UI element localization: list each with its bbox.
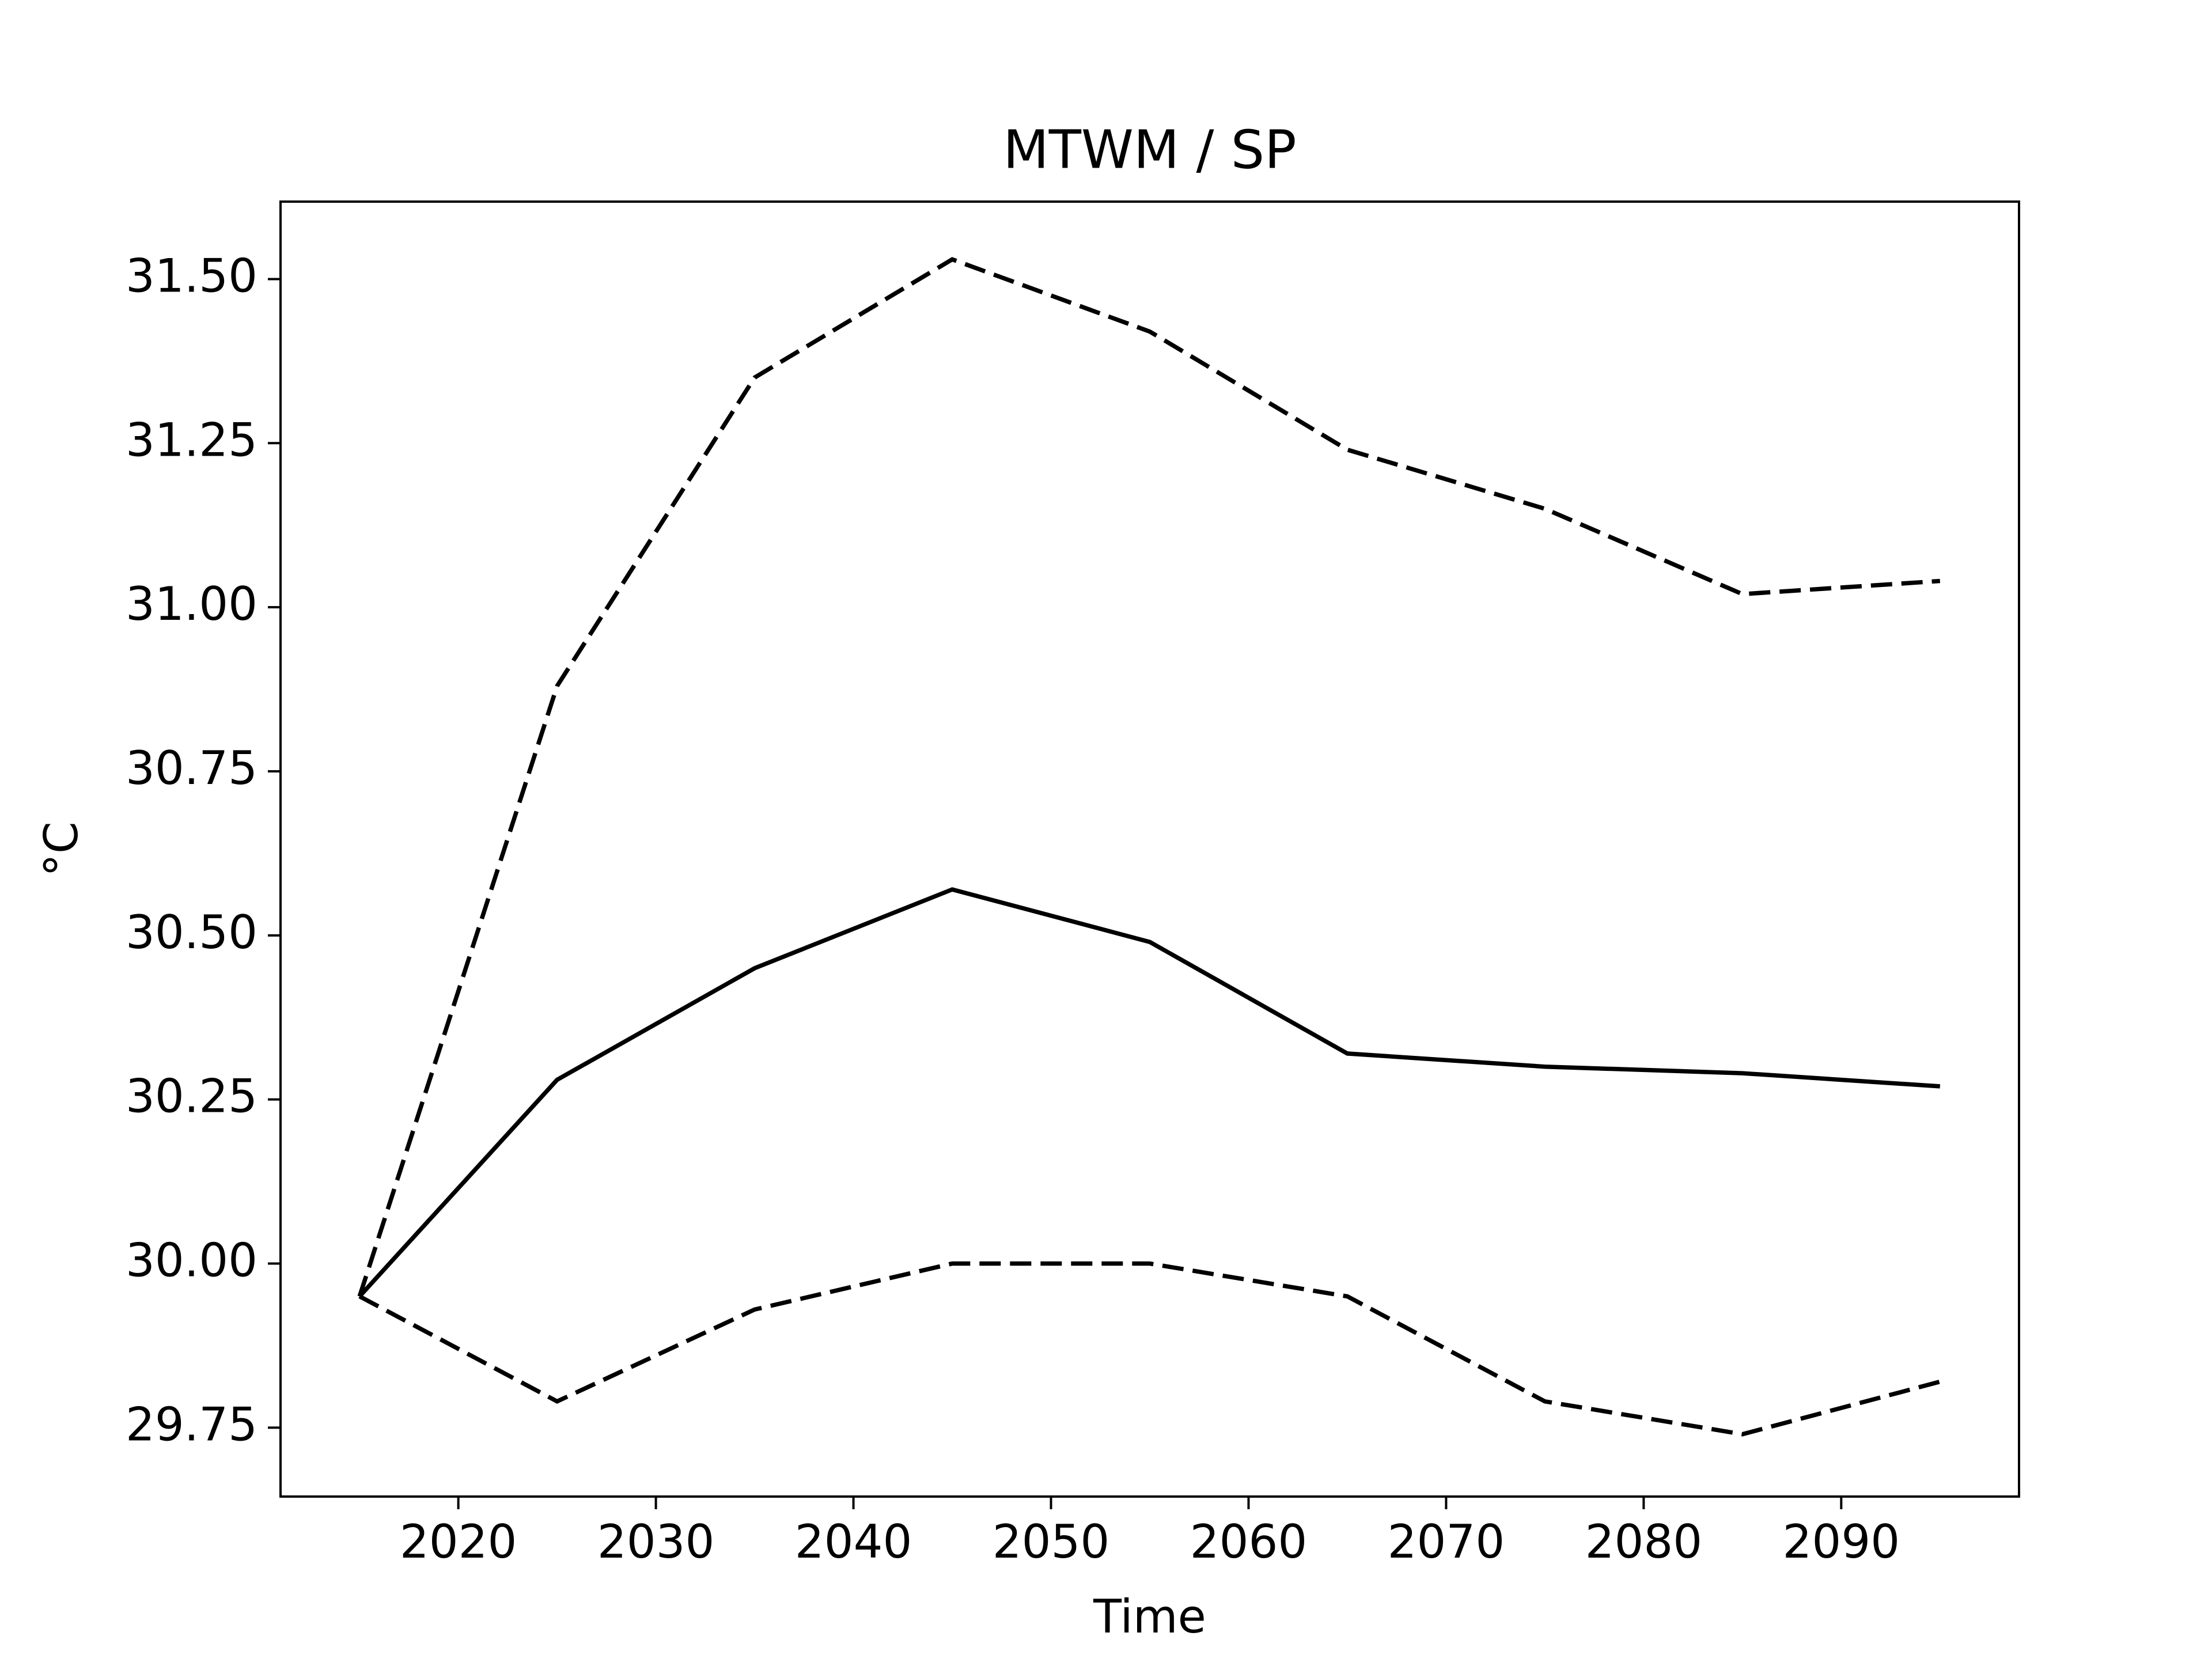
y-axis-label: °C xyxy=(35,821,88,877)
y-tick-label: 31.00 xyxy=(126,577,257,631)
chart-title: MTWM / SP xyxy=(1003,119,1296,180)
data-line xyxy=(358,887,1941,1298)
y-tick-label: 30.25 xyxy=(126,1070,257,1123)
x-tick-label: 2080 xyxy=(1585,1515,1703,1569)
x-tick-label: 2050 xyxy=(993,1515,1110,1569)
x-tick-label: 2040 xyxy=(795,1515,912,1569)
y-tick-label: 30.50 xyxy=(126,906,257,959)
x-tick-label: 2090 xyxy=(1783,1515,1900,1569)
x-axis-label: Time xyxy=(1093,1590,1206,1643)
y-tick-label: 29.75 xyxy=(126,1397,257,1451)
y-tick-label: 30.75 xyxy=(126,741,257,795)
x-tick-label: 2070 xyxy=(1388,1515,1505,1569)
x-tick-label: 2030 xyxy=(597,1515,715,1569)
data-line xyxy=(358,1261,1941,1437)
x-tick-label: 2060 xyxy=(1190,1515,1308,1569)
plot-frame xyxy=(279,200,2020,1498)
y-tick-label: 31.25 xyxy=(126,413,257,467)
x-tick-label: 2020 xyxy=(400,1515,517,1569)
y-tick-label: 30.00 xyxy=(126,1233,257,1287)
y-tick-label: 31.50 xyxy=(126,249,257,302)
data-line xyxy=(357,257,1941,1297)
